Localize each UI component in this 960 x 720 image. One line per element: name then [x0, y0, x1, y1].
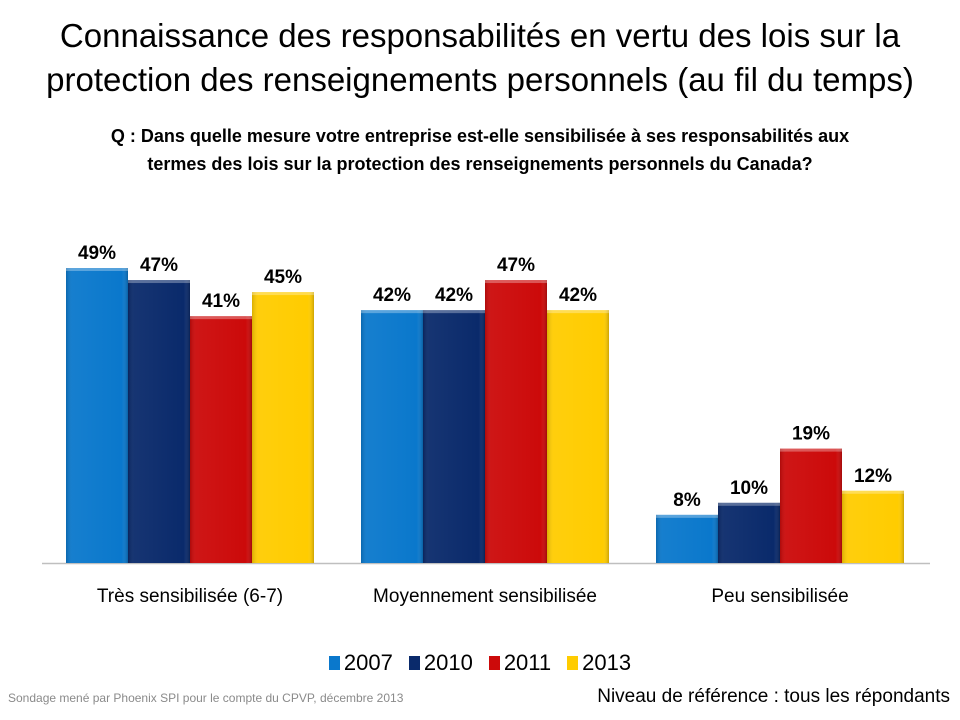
bar-shade [252, 292, 314, 563]
bar-bevel [842, 490, 904, 494]
category-label: Peu sensibilisée [711, 586, 848, 607]
bar-bevel [485, 280, 547, 284]
legend-swatch [408, 656, 420, 670]
bar-bevel [547, 310, 609, 314]
legend-swatch [488, 656, 500, 670]
legend-item-2011: 2011 [488, 650, 552, 676]
bar-bevel [656, 514, 718, 518]
data-label: 45% [264, 267, 302, 288]
bar-bevel [66, 268, 128, 271]
bar-shade [485, 280, 547, 563]
bar-bevel [780, 448, 842, 452]
legend-swatch [567, 656, 579, 670]
legend-swatch [328, 656, 340, 670]
bar-shade [547, 310, 609, 563]
data-label: 19% [792, 424, 830, 445]
bar-shade [361, 310, 423, 563]
legend-item-2013: 2013 [567, 650, 631, 676]
legend-label: 2011 [503, 650, 552, 675]
data-label: 41% [202, 291, 240, 312]
source-note: Sondage mené par Phoenix SPI pour le com… [8, 691, 404, 705]
bar-shade [66, 268, 128, 563]
title-line-2: protection des renseignements personnels… [46, 61, 914, 98]
bar-chart: 49% 47% 41% 45% Très sensibilisée (6-7) 42% 42… [42, 243, 930, 607]
base-note: Niveau de référence : tous les répondant… [597, 686, 950, 707]
data-label: 42% [373, 285, 411, 306]
data-label: 10% [730, 478, 768, 499]
legend-item-2010: 2010 [408, 650, 473, 676]
data-label: 8% [673, 490, 701, 511]
category-label: Moyennement sensibilisée [373, 586, 597, 607]
question-text: Q : Dans quelle mesure votre entreprise … [40, 122, 920, 178]
chart-title: Connaissance des responsabilités en vert… [0, 14, 960, 102]
bar-shade [128, 280, 190, 563]
data-label: 47% [140, 255, 178, 276]
bar-bevel [423, 310, 485, 314]
title-line-1: Connaissance des responsabilités en vert… [59, 17, 901, 54]
legend-label: 2013 [582, 650, 632, 675]
data-label: 42% [435, 285, 473, 306]
data-label: 49% [78, 243, 116, 264]
legend: 2007 2010 2011 2013 [0, 650, 960, 676]
data-label: 47% [497, 255, 535, 276]
legend-label: 2007 [343, 650, 393, 675]
bar-shade [656, 514, 718, 563]
bar-bevel [718, 502, 780, 506]
bar-shade [842, 490, 904, 563]
bar-bevel [128, 280, 190, 284]
legend-label: 2010 [423, 650, 473, 675]
bar-shade [780, 448, 842, 563]
bar-shade [718, 502, 780, 563]
bar-bevel [252, 292, 314, 296]
bar-shade [190, 316, 252, 563]
question-line-2: termes des lois sur la protection des re… [147, 154, 813, 174]
bar-bevel [190, 316, 252, 320]
bar-bevel [361, 310, 423, 314]
legend-item-2007: 2007 [328, 650, 393, 676]
data-label: 42% [559, 285, 597, 306]
bar-shade [423, 310, 485, 563]
question-line-1: Q : Dans quelle mesure votre entreprise … [110, 126, 850, 146]
data-label: 12% [854, 466, 892, 487]
category-label: Très sensibilisée (6-7) [97, 586, 283, 607]
